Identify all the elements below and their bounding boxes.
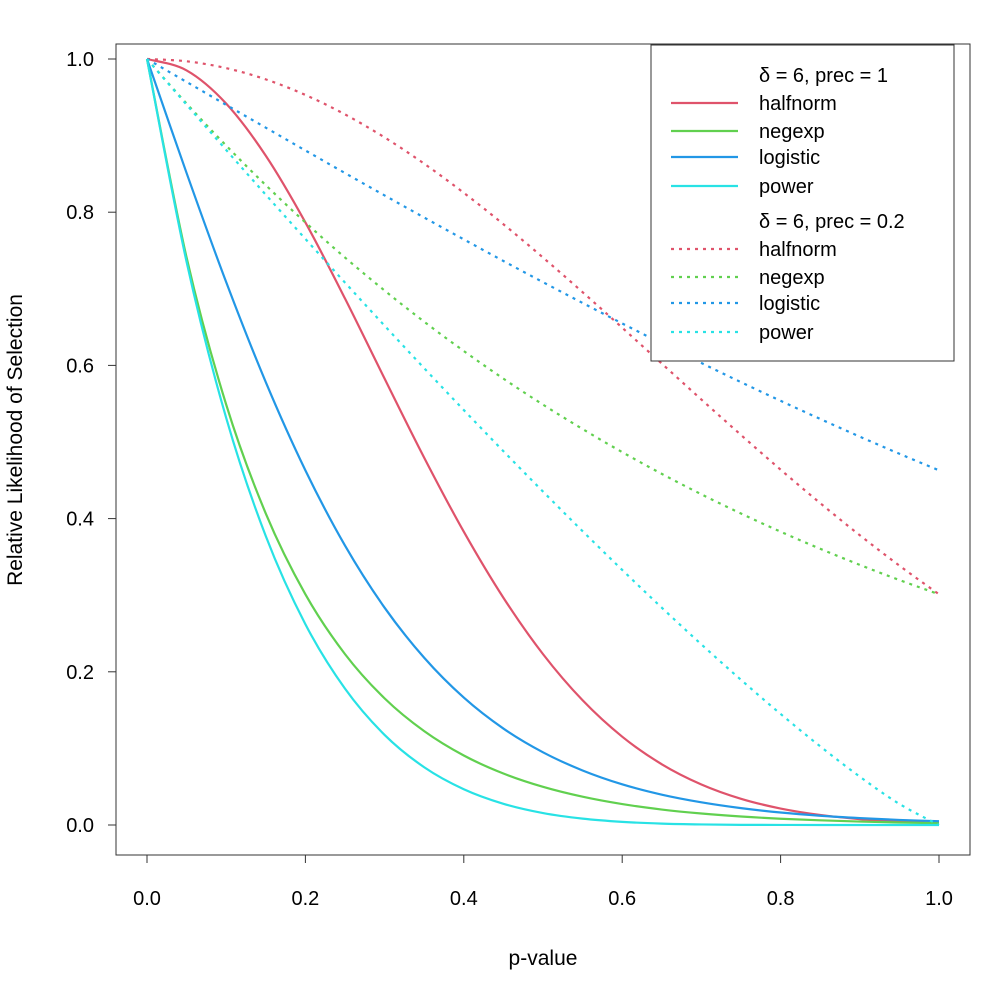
y-tick-label: 0.8	[66, 202, 94, 224]
x-tick-label: 0.8	[767, 888, 795, 910]
legend-label-halfnorm: halfnorm	[759, 239, 837, 261]
x-tick-label: 0.0	[133, 888, 161, 910]
y-tick-label: 0.4	[66, 509, 94, 531]
curve-power-dotted	[146, 58, 940, 826]
x-tick-label: 0.6	[608, 888, 636, 910]
curve-negexp-solid	[145, 58, 940, 825]
x-tick-label: 1.0	[925, 888, 953, 910]
legend-group-title: δ = 6, prec = 1	[759, 65, 888, 87]
curve-halfnorm-solid	[146, 57, 940, 825]
axes: 0.0 0.2 0.4 0.6 0.8 1.0 0.0 0.2 0.4 0.6 0.8 1.0	[66, 49, 953, 910]
legend-label-halfnorm: halfnorm	[759, 93, 837, 115]
legend: δ = 6, prec = 1 halfnorm negexp logistic pow…	[650, 44, 955, 362]
legend-label-power: power	[759, 176, 814, 198]
curves	[145, 57, 940, 827]
legend-label-power: power	[759, 322, 814, 344]
y-tick-label: 0.6	[66, 355, 94, 377]
legend-label-logistic: logistic	[759, 293, 820, 315]
y-tick-label: 1.0	[66, 49, 94, 71]
y-tick-label: 0.0	[66, 815, 94, 837]
x-tick-label: 0.2	[291, 888, 319, 910]
legend-group-title: δ = 6, prec = 0.2	[759, 211, 905, 233]
y-tick-label: 0.2	[66, 662, 94, 684]
curve-power-solid	[145, 58, 939, 827]
legend-label-negexp: negexp	[759, 267, 825, 289]
legend-label-logistic: logistic	[759, 147, 820, 169]
y-axis-label: Relative Likelihood of Selection	[4, 294, 27, 586]
curve-logistic-solid	[145, 58, 940, 823]
legend-label-negexp: negexp	[759, 121, 825, 143]
x-tick-label: 0.4	[450, 888, 478, 910]
x-axis-label: p-value	[509, 947, 578, 970]
legend-box	[650, 44, 955, 362]
